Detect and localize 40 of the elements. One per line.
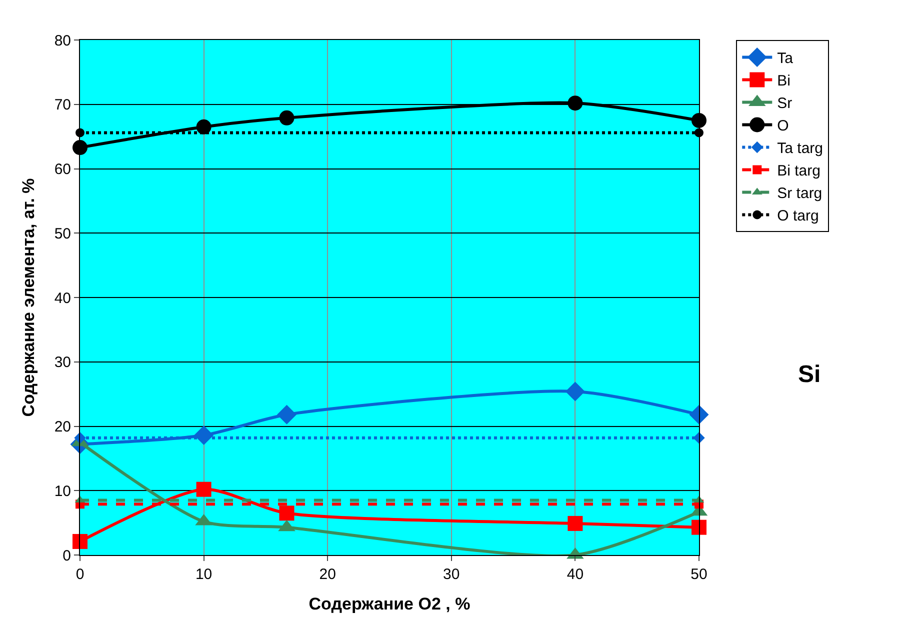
point [568,96,583,111]
point [279,110,294,126]
y-axis-title: Содержание элемента, ат. % [18,178,38,417]
point [692,520,706,535]
point [277,404,296,424]
y-tick-label: 0 [62,547,71,564]
legend-label: Bi [777,72,790,90]
point [568,516,583,531]
point [279,506,294,521]
legend-label: O [777,118,789,135]
x-tick-label: 20 [319,566,336,583]
point [72,534,88,549]
point [692,112,706,128]
legend-label: Bi targ [777,162,820,180]
point [196,482,212,497]
point [196,119,212,134]
y-tick-label: 30 [54,354,71,372]
legend-label: Ta targ [777,140,823,158]
y-tick-label: 40 [54,290,71,307]
legend-label: O targ [777,208,819,225]
legend-label: Sr [777,95,792,112]
legend-label: Ta [777,50,794,68]
legend-label: Sr targ [777,185,822,202]
point [689,404,709,424]
y-tick-label: 10 [54,482,71,500]
point [565,382,585,402]
text: Si [798,361,821,388]
y-tick-label: 20 [54,418,71,436]
x-tick-label: 50 [690,566,708,583]
x-tick-label: 30 [443,566,460,583]
x-axis-title: Содержание O2 , % [308,594,470,614]
x-tick-label: 10 [195,566,212,583]
x-tick-label: 0 [76,566,84,583]
point [194,426,214,446]
y-tick-label: 60 [54,161,71,178]
y-tick-label: 80 [54,32,71,50]
x-tick-label: 40 [566,566,584,583]
y-tick-label: 70 [54,96,71,114]
y-tick-label: 50 [54,225,71,242]
point [72,140,88,156]
